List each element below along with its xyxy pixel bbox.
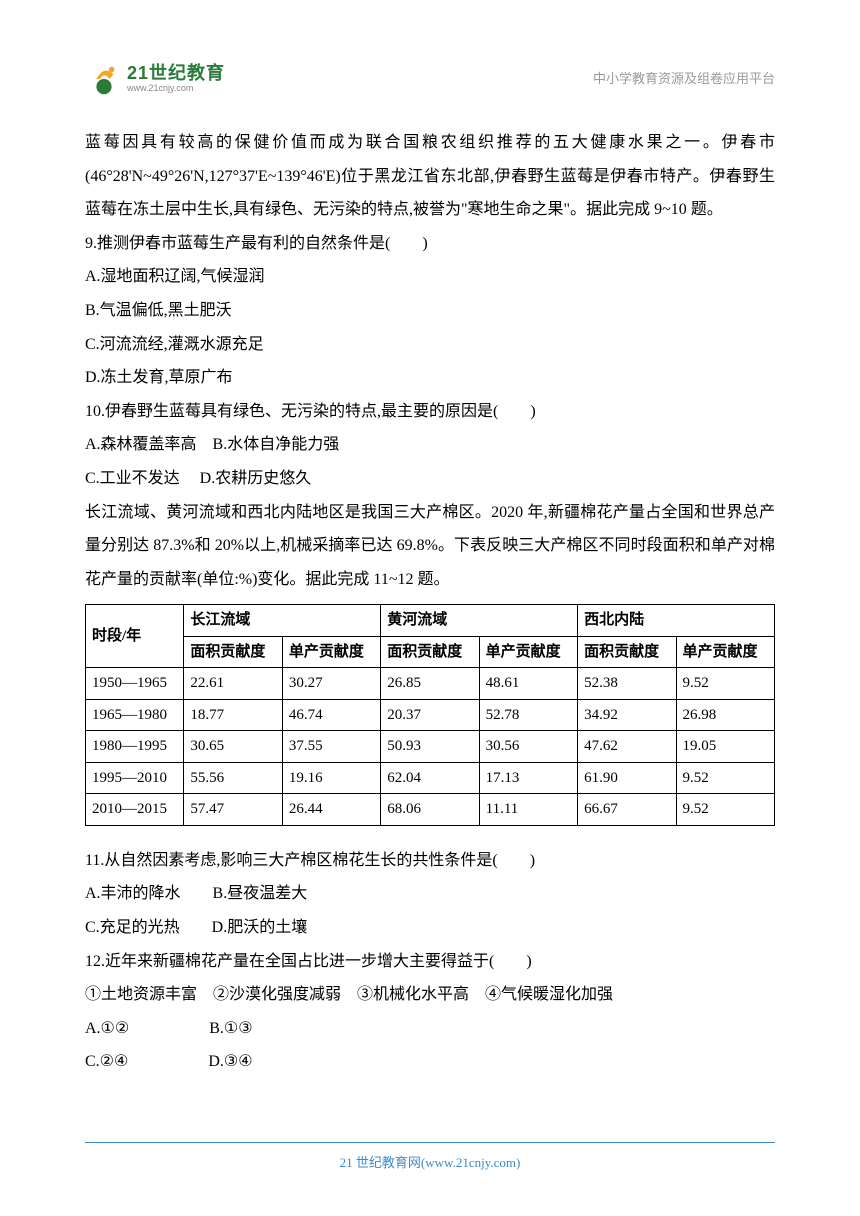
q9-option-d: D.冻土发育,草原广布	[85, 361, 775, 395]
cell: 37.55	[282, 731, 380, 763]
q9-option-b: B.气温偏低,黑土肥沃	[85, 294, 775, 328]
page-footer: 21 世纪教育网(www.21cnjy.com)	[0, 1142, 860, 1176]
cell: 9.52	[676, 794, 774, 826]
footer-divider	[85, 1142, 775, 1143]
cell: 68.06	[381, 794, 479, 826]
table-header-row-2: 面积贡献度 单产贡献度 面积贡献度 单产贡献度 面积贡献度 单产贡献度	[86, 636, 775, 668]
cell-period: 1965—1980	[86, 699, 184, 731]
q10-stem: 10.伊春野生蓝莓具有绿色、无污染的特点,最主要的原因是( )	[85, 395, 775, 429]
cell: 17.13	[479, 762, 577, 794]
logo-icon	[85, 60, 123, 98]
logo-title: 21世纪教育	[127, 64, 225, 84]
cell-period: 1995—2010	[86, 762, 184, 794]
header-subtitle: 中小学教育资源及组卷应用平台	[593, 65, 775, 92]
q12-sub-options: ①土地资源丰富 ②沙漠化强度减弱 ③机械化水平高 ④气候暖湿化加强	[85, 978, 775, 1012]
spacer	[85, 834, 775, 844]
table-row: 1995—2010 55.56 19.16 62.04 17.13 61.90 …	[86, 762, 775, 794]
data-table-wrap: 时段/年 长江流域 黄河流域 西北内陆 面积贡献度 单产贡献度 面积贡献度 单产…	[85, 604, 775, 826]
passage-2: 长江流域、黄河流域和西北内陆地区是我国三大产棉区。2020 年,新疆棉花产量占全…	[85, 496, 775, 597]
th-yield-3: 单产贡献度	[676, 636, 774, 668]
q12-stem: 12.近年来新疆棉花产量在全国占比进一步增大主要得益于( )	[85, 945, 775, 979]
cell: 11.11	[479, 794, 577, 826]
table-row: 1965—1980 18.77 46.74 20.37 52.78 34.92 …	[86, 699, 775, 731]
q9-option-a: A.湿地面积辽阔,气候湿润	[85, 260, 775, 294]
logo: 21世纪教育 www.21cnjy.com	[85, 60, 225, 98]
th-yield-1: 单产贡献度	[282, 636, 380, 668]
cell: 48.61	[479, 668, 577, 700]
cell: 62.04	[381, 762, 479, 794]
cell: 61.90	[578, 762, 676, 794]
q9-option-c: C.河流流经,灌溉水源充足	[85, 328, 775, 362]
logo-url: www.21cnjy.com	[127, 84, 225, 94]
cell-period: 1950—1965	[86, 668, 184, 700]
cell: 57.47	[184, 794, 282, 826]
q9-stem: 9.推测伊春市蓝莓生产最有利的自然条件是( )	[85, 227, 775, 261]
th-region-2: 黄河流域	[381, 605, 578, 637]
cell: 30.56	[479, 731, 577, 763]
q10-options-cd: C.工业不发达 D.农耕历史悠久	[85, 462, 775, 496]
cell: 52.38	[578, 668, 676, 700]
page-header: 21世纪教育 www.21cnjy.com 中小学教育资源及组卷应用平台	[85, 60, 775, 98]
cell: 22.61	[184, 668, 282, 700]
q11-options-ab: A.丰沛的降水 B.昼夜温差大	[85, 877, 775, 911]
cell: 19.16	[282, 762, 380, 794]
cell-period: 1980—1995	[86, 731, 184, 763]
cell: 46.74	[282, 699, 380, 731]
cell: 9.52	[676, 762, 774, 794]
cell: 26.85	[381, 668, 479, 700]
cell: 47.62	[578, 731, 676, 763]
q12-options-ab: A.①② B.①③	[85, 1012, 775, 1046]
cell: 9.52	[676, 668, 774, 700]
table-row: 1950—1965 22.61 30.27 26.85 48.61 52.38 …	[86, 668, 775, 700]
passage-1: 蓝莓因具有较高的保健价值而成为联合国粮农组织推荐的五大健康水果之一。伊春市(46…	[85, 126, 775, 227]
logo-text: 21世纪教育 www.21cnjy.com	[127, 64, 225, 94]
cell: 34.92	[578, 699, 676, 731]
cell: 52.78	[479, 699, 577, 731]
th-region-3: 西北内陆	[578, 605, 775, 637]
q10-options-ab: A.森林覆盖率高 B.水体自净能力强	[85, 428, 775, 462]
th-area-2: 面积贡献度	[381, 636, 479, 668]
cell: 18.77	[184, 699, 282, 731]
th-yield-2: 单产贡献度	[479, 636, 577, 668]
cell: 19.05	[676, 731, 774, 763]
cotton-table: 时段/年 长江流域 黄河流域 西北内陆 面积贡献度 单产贡献度 面积贡献度 单产…	[85, 604, 775, 826]
footer-text: 21 世纪教育网(www.21cnjy.com)	[340, 1155, 521, 1170]
table-row: 1980—1995 30.65 37.55 50.93 30.56 47.62 …	[86, 731, 775, 763]
q12-options-cd: C.②④ D.③④	[85, 1045, 775, 1079]
th-region-1: 长江流域	[184, 605, 381, 637]
cell: 26.44	[282, 794, 380, 826]
cell: 50.93	[381, 731, 479, 763]
th-period: 时段/年	[86, 605, 184, 668]
cell: 30.27	[282, 668, 380, 700]
cell: 30.65	[184, 731, 282, 763]
cell: 20.37	[381, 699, 479, 731]
th-area-3: 面积贡献度	[578, 636, 676, 668]
th-area-1: 面积贡献度	[184, 636, 282, 668]
cell: 26.98	[676, 699, 774, 731]
q11-stem: 11.从自然因素考虑,影响三大产棉区棉花生长的共性条件是( )	[85, 844, 775, 878]
cell: 55.56	[184, 762, 282, 794]
q11-options-cd: C.充足的光热 D.肥沃的土壤	[85, 911, 775, 945]
table-row: 2010—2015 57.47 26.44 68.06 11.11 66.67 …	[86, 794, 775, 826]
content-body: 蓝莓因具有较高的保健价值而成为联合国粮农组织推荐的五大健康水果之一。伊春市(46…	[85, 126, 775, 1079]
table-header-row-1: 时段/年 长江流域 黄河流域 西北内陆	[86, 605, 775, 637]
cell-period: 2010—2015	[86, 794, 184, 826]
cell: 66.67	[578, 794, 676, 826]
